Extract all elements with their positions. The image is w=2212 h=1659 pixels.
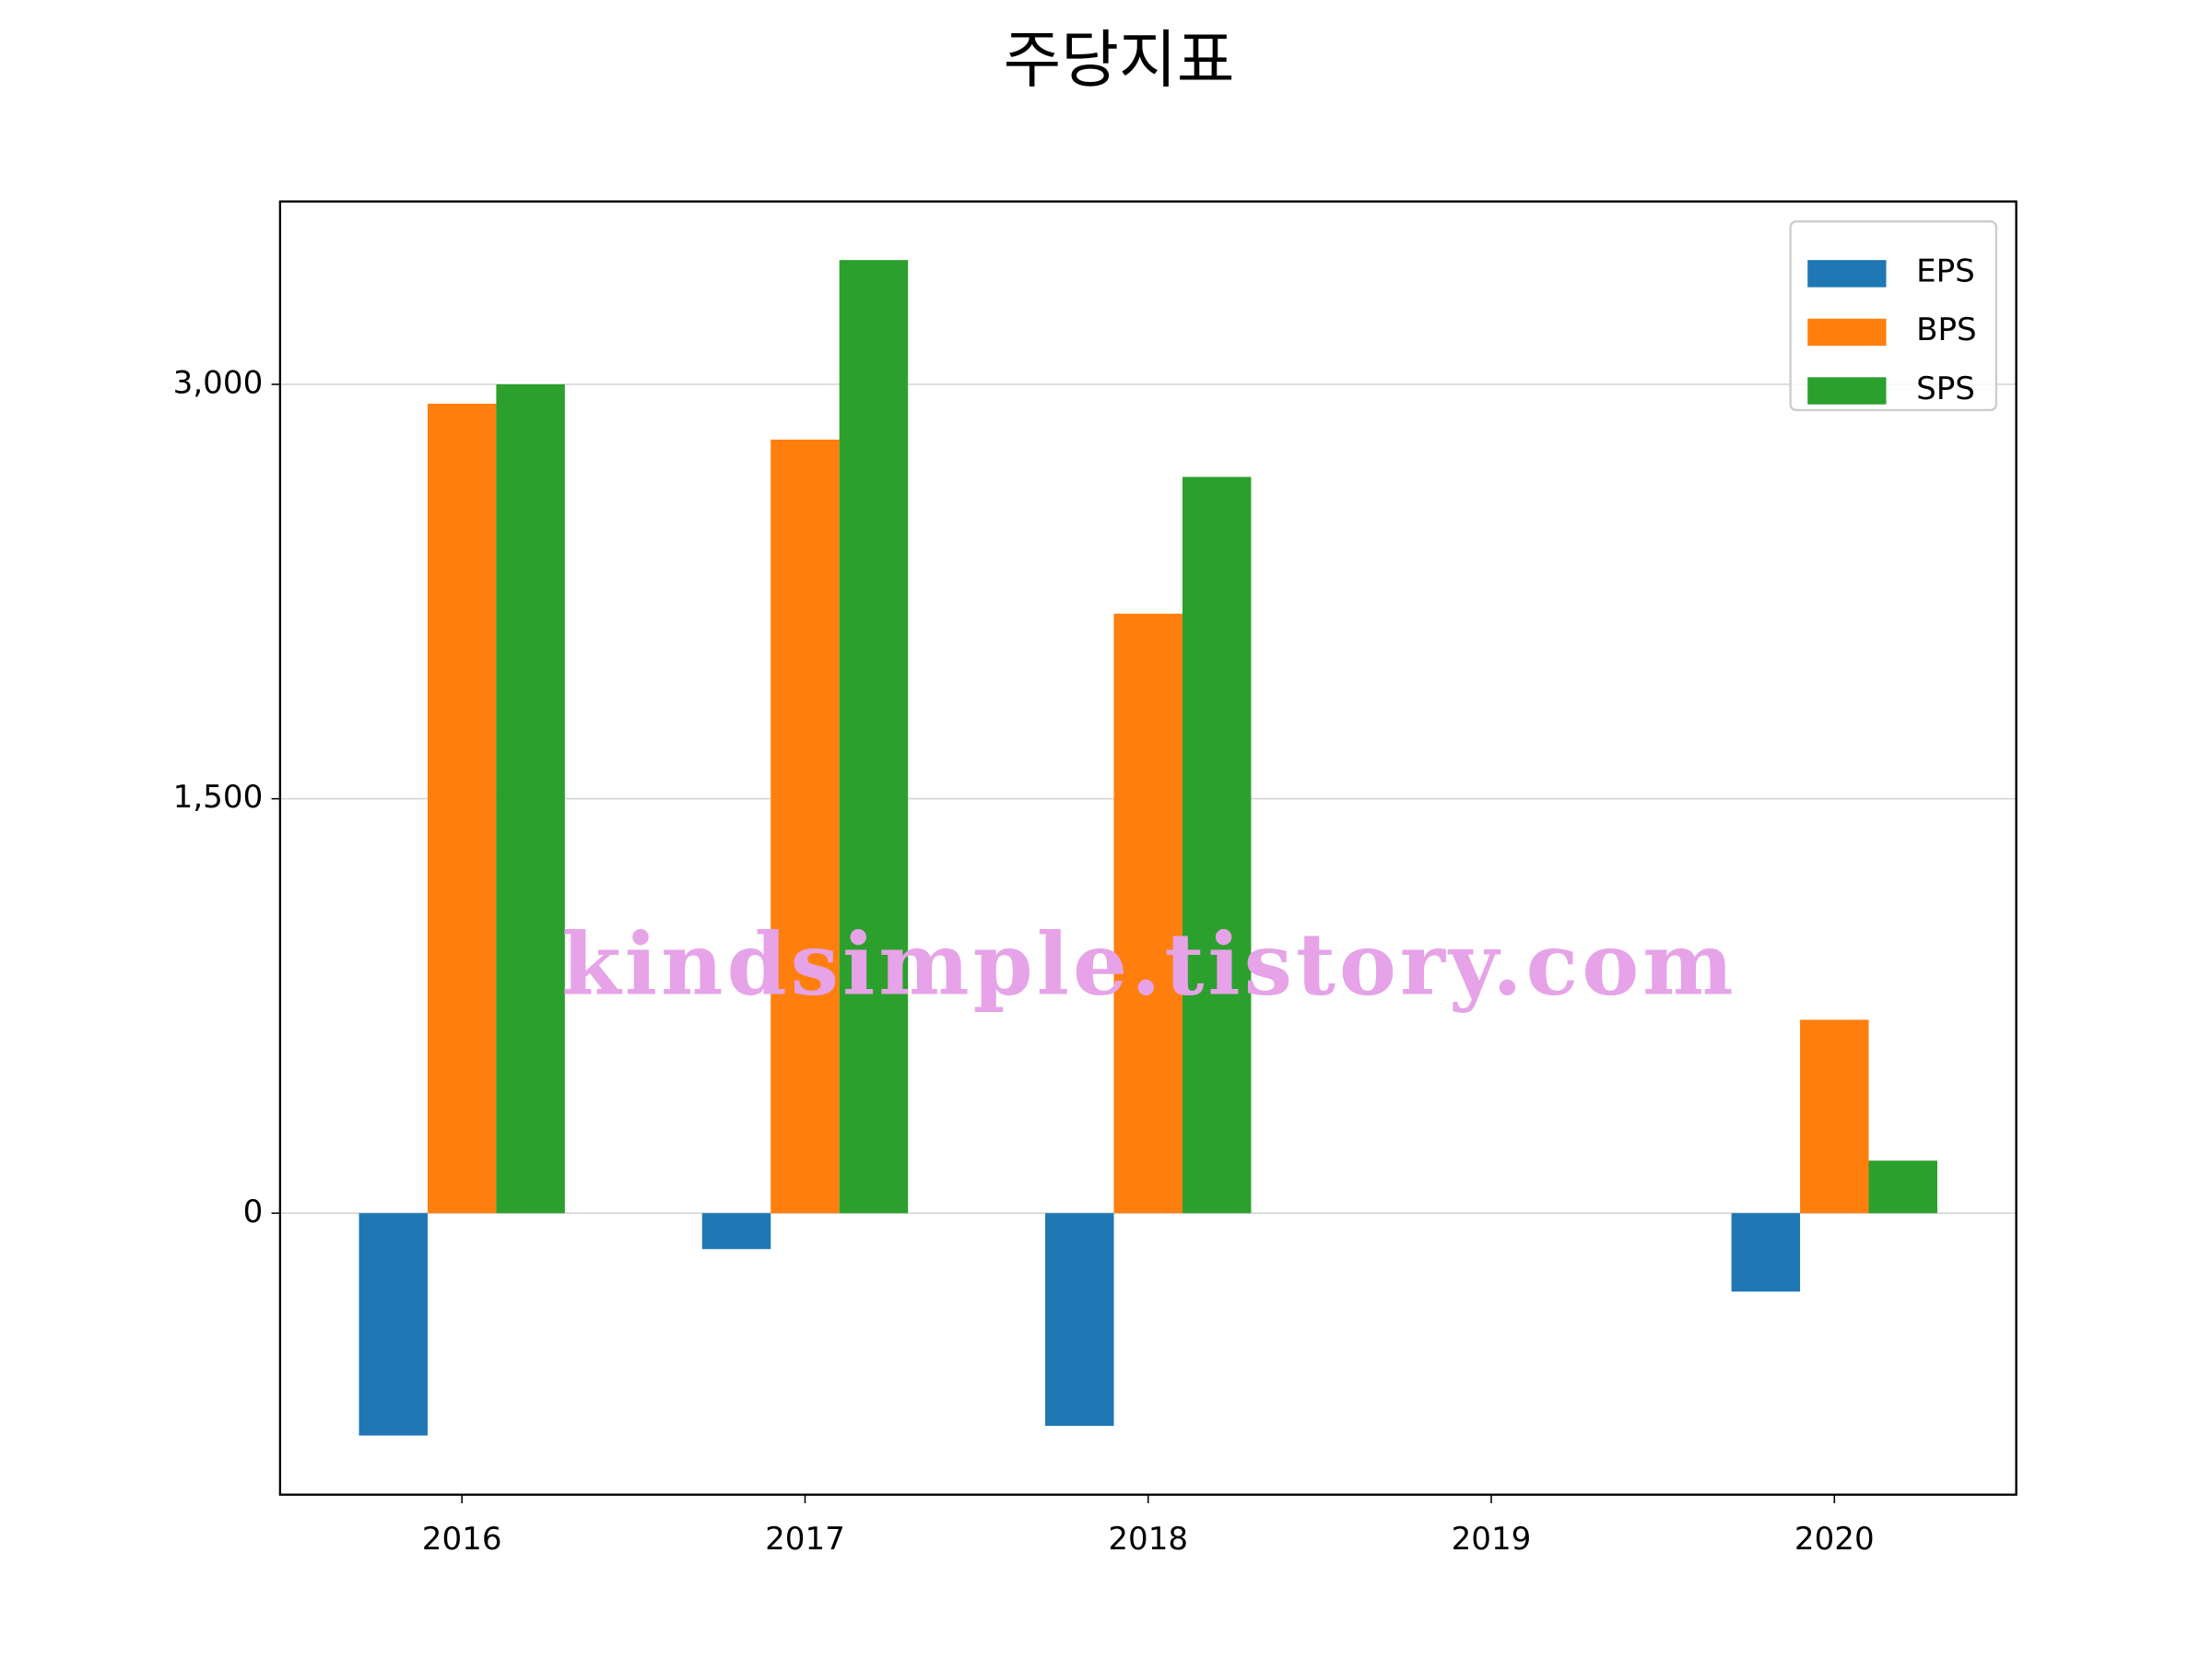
legend-label: BPS [1916, 312, 1977, 348]
watermark: kindsimple.tistory.com [561, 914, 1733, 1015]
x-tick-label: 2017 [765, 1521, 845, 1558]
bar [427, 404, 497, 1214]
y-tick-label: 3,000 [173, 365, 264, 402]
bar [1868, 1160, 1937, 1214]
plot-frame [278, 200, 2018, 1496]
bar [701, 1213, 771, 1250]
legend-label: EPS [1916, 253, 1975, 290]
bar [496, 384, 565, 1214]
bar [1113, 613, 1182, 1214]
x-tick-label: 2016 [422, 1521, 502, 1558]
bar [771, 439, 840, 1214]
x-tick-label: 2019 [1452, 1521, 1532, 1558]
bar [1800, 1019, 1869, 1214]
bar [839, 260, 909, 1214]
bar [359, 1213, 428, 1436]
legend-swatch [1807, 260, 1887, 288]
legend-label: SPS [1916, 371, 1975, 407]
chart-title: 주당지표 [1003, 24, 1234, 97]
legend-swatch [1807, 377, 1887, 405]
legend-swatch [1807, 318, 1887, 347]
bar [1731, 1213, 1801, 1292]
bar [1182, 477, 1252, 1214]
x-tick-label: 2020 [1794, 1521, 1875, 1558]
x-tick-label: 2018 [1108, 1521, 1188, 1558]
y-tick-label: 0 [243, 1194, 264, 1230]
bar [1045, 1213, 1114, 1427]
y-tick-label: 1,500 [173, 779, 264, 816]
